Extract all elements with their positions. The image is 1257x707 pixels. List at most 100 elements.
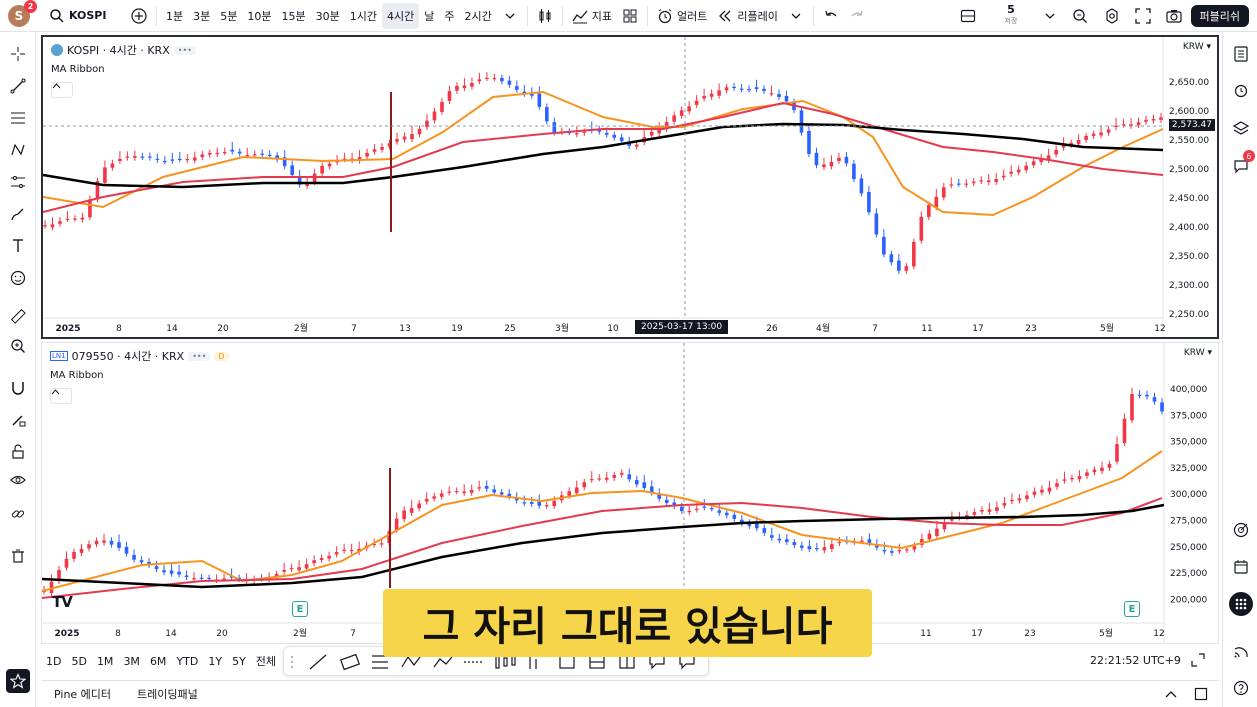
interval-dropdown-button[interactable]: [497, 3, 523, 29]
hide-drawings-tool[interactable]: [6, 468, 30, 492]
collapse-legend-button[interactable]: [50, 388, 72, 404]
lock-drawings-tool[interactable]: [6, 440, 30, 464]
chat-button[interactable]: 6: [1229, 150, 1255, 178]
layers-button[interactable]: [1229, 116, 1253, 140]
interval-0[interactable]: 1분: [166, 9, 184, 23]
pattern-tool[interactable]: [6, 138, 30, 162]
range-3[interactable]: 3M: [123, 654, 140, 668]
legend-more-icon[interactable]: •••: [173, 45, 196, 55]
range-4[interactable]: 6M: [149, 654, 167, 668]
save-layout-button[interactable]: 5 저장: [998, 3, 1024, 26]
target-button[interactable]: [1229, 518, 1253, 542]
trendline-icon: [10, 78, 26, 94]
remove-drawings-tool[interactable]: [6, 544, 30, 568]
layout-dropdown-button[interactable]: [1037, 3, 1063, 29]
interval-8[interactable]: 날: [424, 9, 435, 23]
time-tick-label: 11: [921, 324, 932, 334]
panel-maximize-button[interactable]: [1193, 686, 1209, 702]
snapshot-button[interactable]: [1161, 3, 1187, 29]
indicators-button[interactable]: 지표: [567, 3, 617, 29]
symbol-search-button[interactable]: KOSPI: [44, 3, 126, 29]
candle-body: [1106, 129, 1111, 133]
text-tool[interactable]: [6, 234, 30, 258]
candle-body: [402, 510, 406, 520]
range-2[interactable]: 1M: [96, 654, 114, 668]
chart-type-button[interactable]: [532, 3, 558, 29]
interval-3[interactable]: 10분: [247, 9, 272, 23]
range-5[interactable]: YTD: [176, 654, 199, 668]
toolbar-divider: [526, 5, 528, 26]
user-avatar[interactable]: S 2: [8, 0, 37, 27]
range-1[interactable]: 5D: [71, 654, 87, 668]
maximize-button[interactable]: [1190, 652, 1206, 668]
chevron-down-icon: [505, 13, 515, 19]
fullscreen-button[interactable]: [1130, 3, 1156, 29]
range-7[interactable]: 5Y: [232, 654, 246, 668]
grid-icon: [623, 9, 637, 22]
interval-6[interactable]: 1시간: [349, 9, 377, 23]
replay-dropdown-button[interactable]: [783, 3, 809, 29]
bottom-panel-tabs: Pine 에디터 트레이딩패널: [41, 680, 1219, 707]
crosshair-tool[interactable]: [6, 42, 30, 66]
stay-drawing-tool[interactable]: [6, 408, 30, 432]
collapse-legend-button[interactable]: [51, 82, 73, 98]
interval-group: 1분 3분 5분 10분 15분 30분 1시간 4시간 날 주 2시간: [161, 2, 497, 29]
kospi-chart[interactable]: 2,650.00 2,600.00 2,550.00 2,500.00 2,450.00…: [43, 37, 1217, 337]
tab-pine-editor[interactable]: Pine 에디터: [54, 688, 112, 701]
candle-body: [649, 486, 654, 493]
interval-10[interactable]: 2시간: [464, 9, 492, 23]
redo-button[interactable]: [844, 3, 870, 29]
interval-2[interactable]: 5분: [220, 9, 238, 23]
interval-1[interactable]: 3분: [193, 9, 211, 23]
prediction-tool[interactable]: [6, 170, 30, 194]
expand-icon: [1191, 653, 1205, 667]
sync-drawings-tool[interactable]: [6, 502, 30, 526]
interval-9[interactable]: 주: [444, 9, 455, 23]
settings-button[interactable]: [1099, 3, 1125, 29]
measure-tool[interactable]: [6, 304, 30, 328]
range-6[interactable]: 1Y: [208, 654, 223, 668]
brush-tool[interactable]: [6, 202, 30, 226]
pane1-currency[interactable]: KRW ▾: [1182, 42, 1211, 52]
earnings-marker[interactable]: E: [292, 601, 308, 617]
help-button[interactable]: [1229, 676, 1253, 700]
range-0[interactable]: 1D: [46, 654, 62, 668]
candle-body: [709, 93, 714, 97]
interval-7[interactable]: 4시간: [382, 2, 420, 29]
trendline-tool[interactable]: [6, 74, 30, 98]
time-tick-label: 20: [216, 629, 228, 639]
pane2-currency[interactable]: KRW ▾: [1183, 348, 1212, 358]
undo-button[interactable]: [818, 3, 844, 29]
range-8[interactable]: 전체: [255, 655, 277, 668]
favorites-tool[interactable]: [6, 669, 30, 693]
kospi-chart-pane[interactable]: 2,650.00 2,600.00 2,550.00 2,500.00 2,450.00…: [41, 35, 1219, 339]
candle-body: [447, 491, 451, 493]
candle-body: [178, 158, 182, 161]
emoji-tool[interactable]: [6, 266, 30, 290]
tab-trading-panel[interactable]: 트레이딩패널: [137, 688, 198, 701]
earnings-marker[interactable]: E: [1124, 601, 1140, 617]
alerts-button[interactable]: 얼러트: [652, 3, 712, 29]
panel-collapse-button[interactable]: [1163, 686, 1179, 702]
magnet-tool[interactable]: [6, 376, 30, 400]
stock-chart[interactable]: 400,000 375,000 350,000 325,000 300,000 275,0…: [42, 343, 1218, 643]
zoom-tool[interactable]: [6, 334, 30, 358]
signal-button[interactable]: [1229, 639, 1253, 663]
legend-more-icon[interactable]: •••: [188, 351, 211, 361]
interval-5[interactable]: 30분: [315, 9, 340, 23]
alerts-panel-button[interactable]: [1229, 78, 1253, 102]
templates-button[interactable]: [617, 3, 643, 29]
layout-button[interactable]: [955, 3, 981, 29]
apps-button[interactable]: [1229, 592, 1253, 616]
compare-symbol-button[interactable]: [126, 3, 152, 29]
interval-4[interactable]: 15분: [281, 9, 306, 23]
candle-body: [852, 163, 856, 180]
calendar-button[interactable]: [1229, 555, 1253, 579]
quick-search-button[interactable]: [1067, 3, 1093, 29]
publish-button[interactable]: 퍼블리쉬: [1190, 5, 1249, 27]
clock-timezone[interactable]: 22:21:52 UTC+9: [1090, 654, 1181, 667]
watchlist-button[interactable]: [1229, 42, 1253, 66]
fib-tool[interactable]: [6, 106, 30, 130]
replay-button[interactable]: 리플레이: [712, 3, 782, 29]
candle-body: [822, 164, 826, 168]
